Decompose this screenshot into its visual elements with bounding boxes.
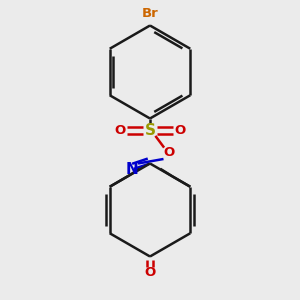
Text: O: O — [144, 266, 156, 280]
Text: S: S — [145, 123, 155, 138]
Text: Br: Br — [142, 7, 158, 20]
Text: N: N — [126, 162, 138, 177]
Text: O: O — [164, 146, 175, 160]
Text: O: O — [114, 124, 126, 137]
Text: O: O — [174, 124, 186, 137]
